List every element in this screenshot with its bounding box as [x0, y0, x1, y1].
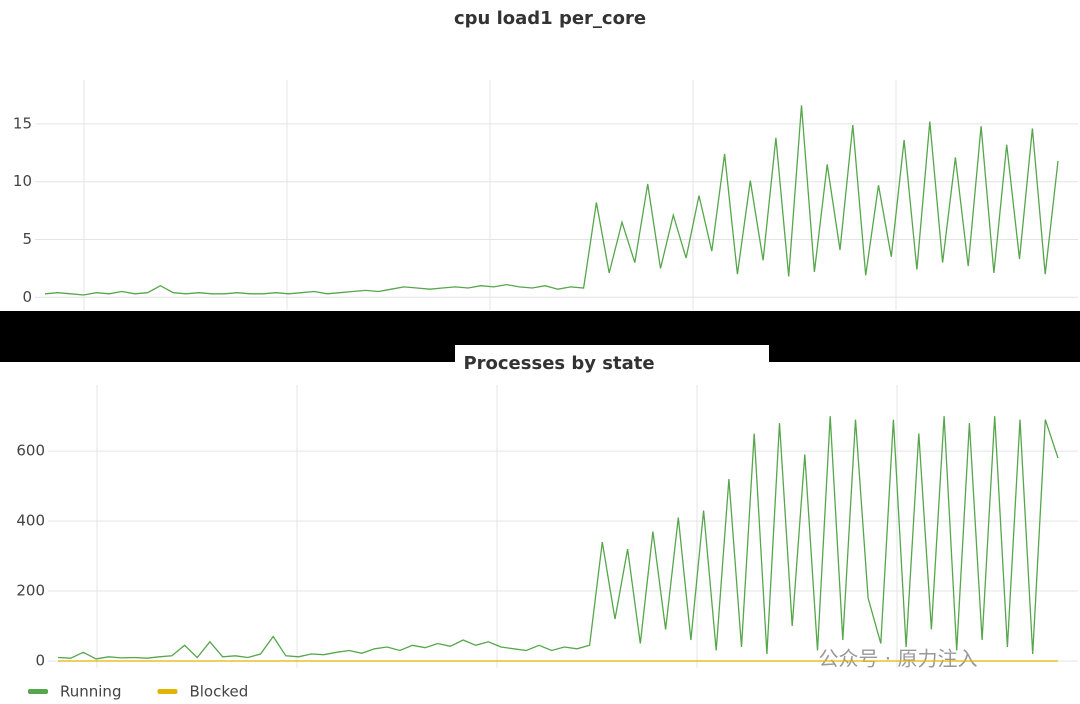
- y-tick-label: 600: [16, 442, 45, 460]
- y-tick-label: 15: [13, 114, 32, 132]
- y-tick-label: 10: [13, 172, 32, 190]
- y-tick-label: 5: [22, 230, 32, 248]
- series-line: [44, 105, 1059, 296]
- legend-label: Running: [60, 683, 121, 701]
- y-tick-label: 0: [35, 652, 45, 670]
- chart-title: Processes by state: [463, 353, 654, 374]
- chart-title: cpu load1 per_core: [454, 8, 646, 29]
- legend-swatch: [157, 689, 178, 694]
- y-tick-label: 200: [16, 582, 45, 600]
- watermark: 公众号 · 原力注入: [818, 647, 977, 671]
- legend-label: Blocked: [189, 683, 248, 701]
- legend-swatch: [28, 689, 48, 694]
- y-tick-label: 400: [16, 512, 45, 530]
- y-tick-label: 0: [22, 288, 32, 306]
- series-line: [57, 416, 1059, 660]
- title-box: [455, 345, 769, 385]
